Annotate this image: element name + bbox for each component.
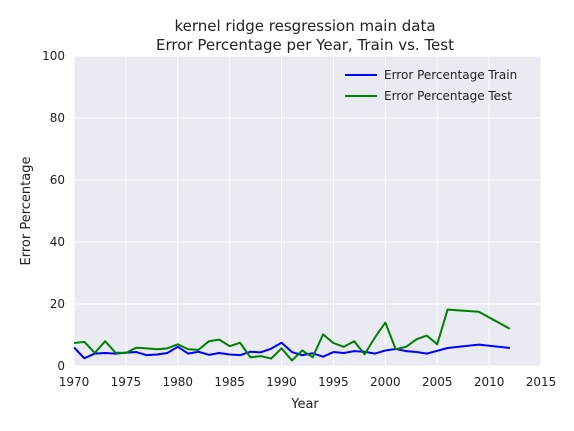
x-tick-label: 1995 xyxy=(318,375,349,389)
y-tick-labels: 0 20 40 60 80 100 xyxy=(42,49,65,373)
x-tick-label: 1990 xyxy=(266,375,297,389)
legend: Error Percentage Train Error Percentage T… xyxy=(345,68,517,103)
y-tick-label: 80 xyxy=(50,111,65,125)
series-group xyxy=(73,308,511,362)
x-tick-label: 2005 xyxy=(422,375,453,389)
series-line-train xyxy=(73,341,510,360)
x-tick-label: 2000 xyxy=(370,375,401,389)
x-tick-label: 2015 xyxy=(526,375,557,389)
x-tick-label: 1980 xyxy=(163,375,194,389)
y-tick-label: 60 xyxy=(50,173,65,187)
y-tick-label: 40 xyxy=(50,235,65,249)
chart-subtitle: Error Percentage per Year, Train vs. Tes… xyxy=(156,36,454,54)
grid xyxy=(73,55,542,367)
y-axis-label: Error Percentage xyxy=(19,157,34,266)
chart-title: kernel ridge resgression main data xyxy=(174,17,435,35)
plot-area xyxy=(74,56,541,366)
y-tick-label: 100 xyxy=(42,49,65,63)
x-tick-label: 2010 xyxy=(474,375,505,389)
y-tick-label: 0 xyxy=(57,359,65,373)
x-tick-label: 1970 xyxy=(59,375,90,389)
legend-label: Error Percentage Test xyxy=(384,89,512,103)
x-axis-label: Year xyxy=(290,397,319,412)
x-tick-label: 1975 xyxy=(111,375,142,389)
x-tick-label: 1985 xyxy=(214,375,245,389)
y-tick-label: 20 xyxy=(50,297,65,311)
series-line-test xyxy=(73,308,511,362)
legend-label: Error Percentage Train xyxy=(384,68,517,82)
x-tick-labels: 1970 1975 1980 1985 1990 1995 2000 2005 2010 2015 xyxy=(59,375,557,389)
